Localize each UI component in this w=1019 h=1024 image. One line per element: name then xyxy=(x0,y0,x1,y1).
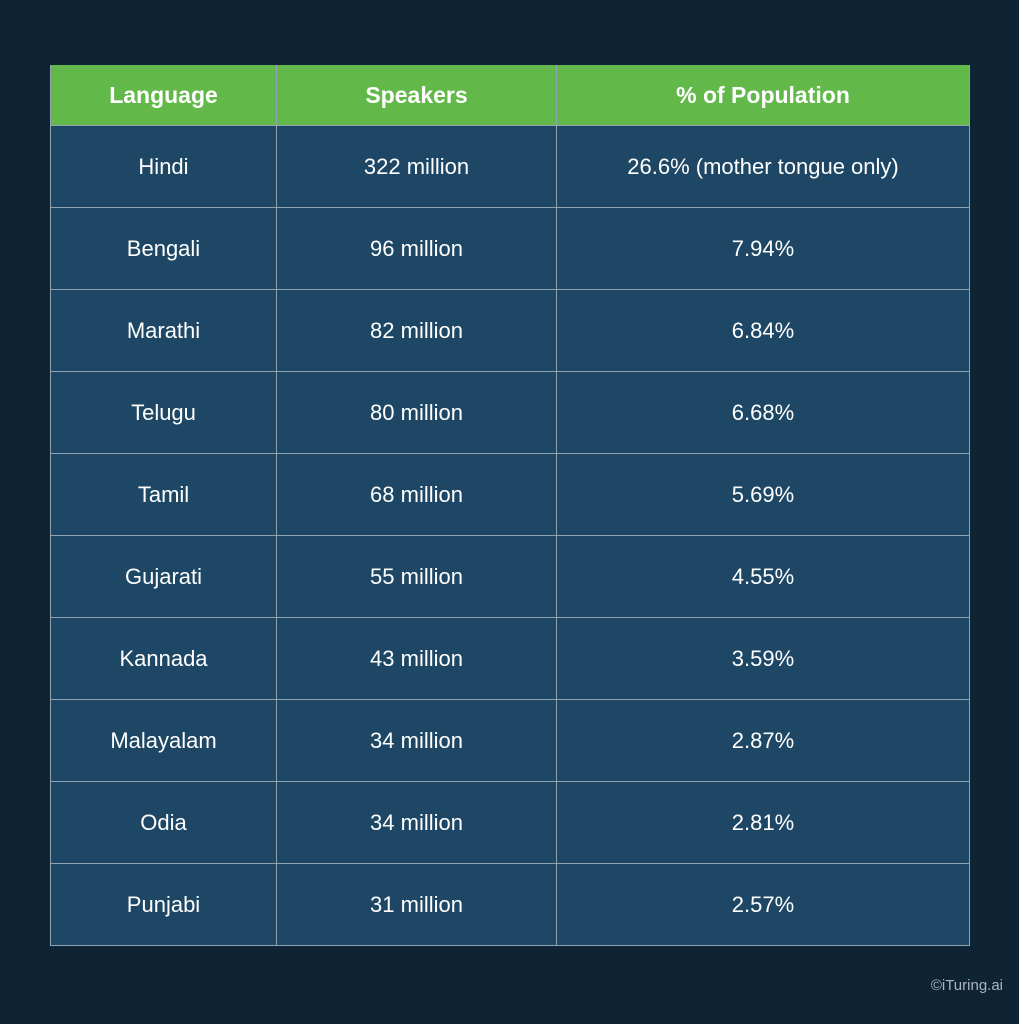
table-row: Kannada 43 million 3.59% xyxy=(50,617,970,700)
table-row: Marathi 82 million 6.84% xyxy=(50,289,970,372)
speakers-cell: 43 million xyxy=(276,617,557,700)
header-percent: % of Population xyxy=(556,65,970,126)
speakers-cell: 322 million xyxy=(276,125,557,208)
language-cell: Kannada xyxy=(50,617,277,700)
header-speakers: Speakers xyxy=(276,65,557,126)
percent-cell: 6.84% xyxy=(556,289,970,372)
percent-cell: 3.59% xyxy=(556,617,970,700)
percent-cell: 7.94% xyxy=(556,207,970,290)
language-cell: Bengali xyxy=(50,207,277,290)
percent-cell: 26.6% (mother tongue only) xyxy=(556,125,970,208)
language-cell: Tamil xyxy=(50,453,277,536)
table-row: Telugu 80 million 6.68% xyxy=(50,371,970,454)
table-row: Hindi 322 million 26.6% (mother tongue onl… xyxy=(50,125,970,208)
speakers-cell: 68 million xyxy=(276,453,557,536)
table-row: Malayalam 34 million 2.87% xyxy=(50,699,970,782)
languages-table: Language Speakers % of Population Hindi 3… xyxy=(50,65,970,946)
percent-cell: 5.69% xyxy=(556,453,970,536)
speakers-cell: 80 million xyxy=(276,371,557,454)
header-language: Language xyxy=(50,65,277,126)
language-cell: Malayalam xyxy=(50,699,277,782)
credit-text: ©iTuring.ai xyxy=(930,977,1003,994)
language-cell: Hindi xyxy=(50,125,277,208)
language-cell: Odia xyxy=(50,781,277,864)
table-row: Bengali 96 million 7.94% xyxy=(50,207,970,290)
percent-cell: 2.57% xyxy=(556,863,970,946)
percent-cell: 4.55% xyxy=(556,535,970,618)
language-cell: Gujarati xyxy=(50,535,277,618)
table-row: Odia 34 million 2.81% xyxy=(50,781,970,864)
speakers-cell: 96 million xyxy=(276,207,557,290)
language-cell: Punjabi xyxy=(50,863,277,946)
speakers-cell: 55 million xyxy=(276,535,557,618)
percent-cell: 2.81% xyxy=(556,781,970,864)
language-cell: Telugu xyxy=(50,371,277,454)
percent-cell: 6.68% xyxy=(556,371,970,454)
table-row: Tamil 68 million 5.69% xyxy=(50,453,970,536)
speakers-cell: 82 million xyxy=(276,289,557,372)
speakers-cell: 34 million xyxy=(276,781,557,864)
language-cell: Marathi xyxy=(50,289,277,372)
table-row: Punjabi 31 million 2.57% xyxy=(50,863,970,946)
table-row: Gujarati 55 million 4.55% xyxy=(50,535,970,618)
speakers-cell: 34 million xyxy=(276,699,557,782)
header-row: Language Speakers % of Population xyxy=(50,65,970,126)
percent-cell: 2.87% xyxy=(556,699,970,782)
speakers-cell: 31 million xyxy=(276,863,557,946)
